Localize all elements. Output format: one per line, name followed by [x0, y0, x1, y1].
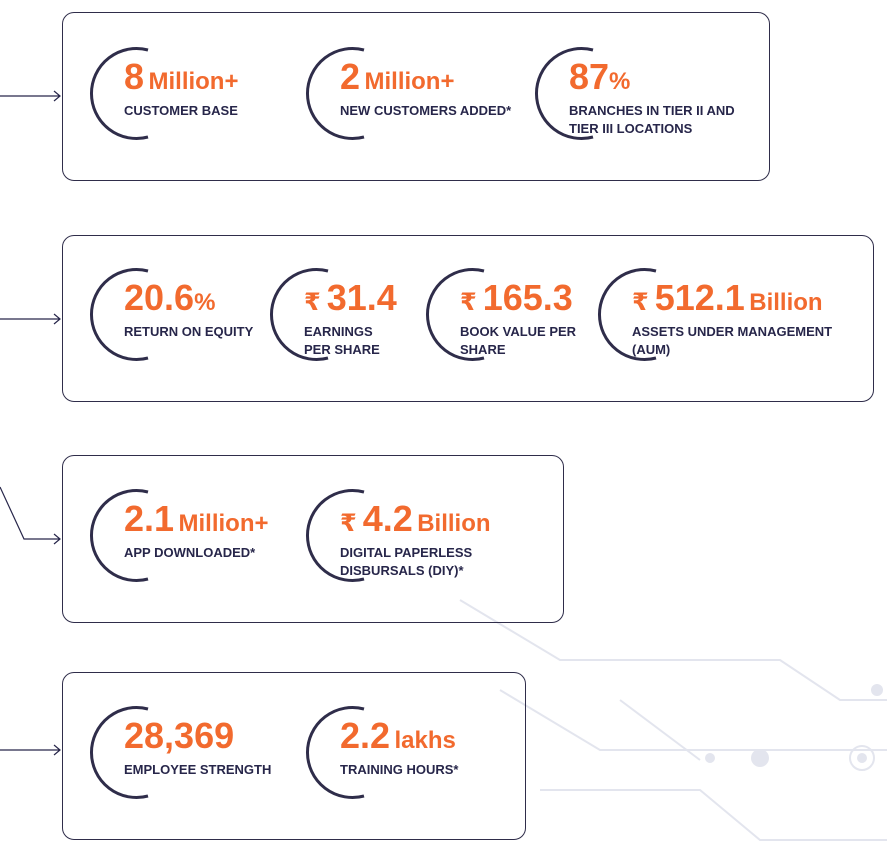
digital-card — [62, 455, 564, 623]
stat-label: RETURN ON EQUITY — [124, 324, 254, 339]
stat-value: 2.2 lakhs — [340, 715, 456, 756]
stat-value: ₹165.3 — [460, 277, 573, 318]
arc-decoration — [305, 489, 365, 582]
stat-label: EARNINGS PER SHARE — [304, 324, 380, 357]
stat-label: NEW CUSTOMERS ADDED* — [340, 103, 512, 118]
arc-decoration — [89, 47, 149, 140]
stat-value: ₹512.1 Billion — [632, 277, 823, 318]
connector-financials — [0, 313, 61, 325]
stat-label: DIGITAL PAPERLESS DISBURSALS (DIY)* — [340, 545, 473, 578]
arc-decoration — [534, 47, 594, 140]
arc-decoration — [305, 706, 365, 799]
stat-value: 20.6% — [124, 277, 216, 318]
stat-label: APP DOWNLOADED* — [124, 545, 256, 560]
arc-decoration — [89, 268, 149, 361]
stat-label: EMPLOYEE STRENGTH — [124, 762, 272, 777]
rupee-symbol: ₹ — [632, 289, 649, 316]
rupee-symbol: ₹ — [460, 289, 477, 316]
stat-label: BRANCHES IN TIER II AND TIER III LOCATION… — [569, 103, 735, 136]
arc-decoration — [269, 268, 329, 361]
stat-label: ASSETS UNDER MANAGEMENT (AUM) — [632, 324, 833, 357]
arc-decoration — [425, 268, 485, 361]
arc-decoration — [89, 489, 149, 582]
stat-label: TRAINING HOURS* — [340, 762, 459, 777]
arc-decoration — [597, 268, 657, 361]
stat-value: 87% — [569, 56, 631, 97]
connector-people — [0, 744, 61, 756]
arc-decoration — [89, 706, 149, 799]
stat-label: BOOK VALUE PER SHARE — [460, 324, 577, 357]
financials-card — [62, 235, 874, 402]
stat-value: 8 Million+ — [124, 56, 239, 97]
connector-digital — [0, 486, 61, 545]
stat-value: ₹4.2 Billion — [340, 498, 491, 539]
arc-decoration — [305, 47, 365, 140]
connector-customers — [0, 90, 61, 102]
customers-card — [62, 12, 770, 181]
people-card — [62, 672, 526, 840]
stat-value: 2 Million+ — [340, 56, 455, 97]
stat-label: CUSTOMER BASE — [124, 103, 238, 118]
stat-value: 2.1 Million+ — [124, 498, 269, 539]
rupee-symbol: ₹ — [304, 289, 321, 316]
rupee-symbol: ₹ — [340, 510, 357, 537]
stat-value: ₹31.4 — [304, 277, 397, 318]
stat-value: 28,369 — [124, 715, 235, 756]
